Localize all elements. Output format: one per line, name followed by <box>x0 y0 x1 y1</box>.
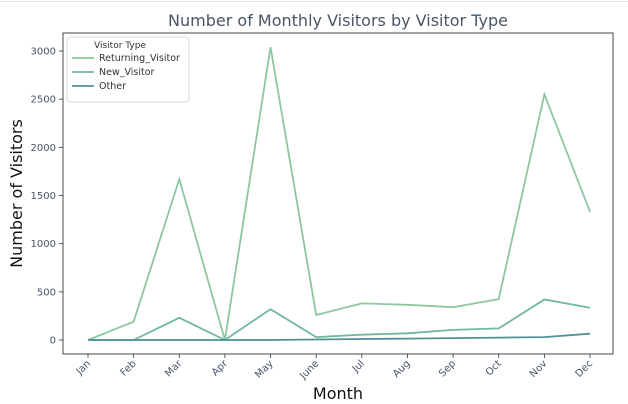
legend-label: Returning_Visitor <box>99 53 180 64</box>
x-tick-label: May <box>253 358 275 380</box>
x-tick-label: Feb <box>118 358 138 378</box>
y-tick-label: 0 <box>50 336 56 347</box>
x-tick-label: Apr <box>210 358 231 379</box>
y-tick-label: 3000 <box>31 47 56 58</box>
legend-title: Visitor Type <box>94 41 146 51</box>
y-axis-label: Number of Visitors <box>7 119 26 268</box>
x-tick-label: Aug <box>391 358 413 380</box>
series-line-other <box>88 332 591 341</box>
x-tick-label: Jul <box>350 358 367 375</box>
x-tick-label: June <box>297 358 321 382</box>
y-tick-label: 2500 <box>31 95 56 106</box>
legend: Visitor Type Returning_Visitor New_Visitor… <box>66 36 190 103</box>
y-axis-ticks: 0 500 1000 1500 2000 2500 3000 <box>31 47 63 347</box>
x-tick-label: Jan <box>74 358 93 377</box>
x-tick-label: Sep <box>437 358 458 379</box>
legend-label: Other <box>99 81 126 92</box>
x-axis-label: Month <box>313 384 363 403</box>
x-tick-label: Oct <box>484 358 504 378</box>
legend-box <box>66 36 190 103</box>
y-tick-label: 500 <box>37 287 56 298</box>
chart-title: Number of Monthly Visitors by Visitor Ty… <box>168 11 508 30</box>
y-tick-label: 1000 <box>31 239 56 250</box>
series-layer <box>87 46 591 342</box>
x-tick-label: Nov <box>528 358 550 380</box>
x-axis-ticks: Jan Feb Mar Apr May June Jul Aug Sep Oct Nov Dec <box>74 354 595 382</box>
y-tick-label: 1500 <box>31 191 56 202</box>
legend-label: New_Visitor <box>99 67 155 78</box>
top-divider <box>0 1 628 2</box>
series-line-new-visitor <box>88 298 591 342</box>
x-tick-label: Dec <box>574 358 595 379</box>
series-line-returning-visitor <box>87 46 591 341</box>
y-tick-label: 2000 <box>31 143 56 154</box>
x-tick-label: Mar <box>163 358 185 380</box>
